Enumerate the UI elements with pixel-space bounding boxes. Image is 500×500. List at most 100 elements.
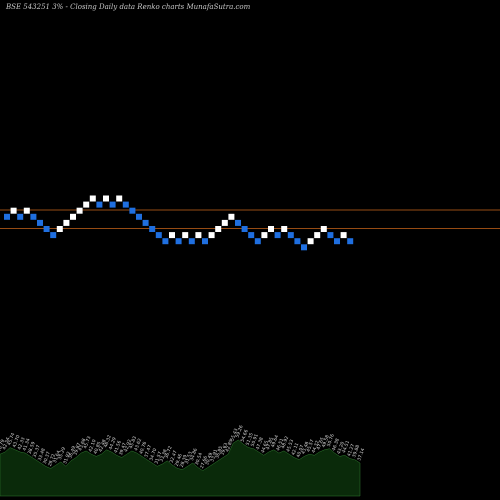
brick-34	[228, 213, 235, 220]
chart-title: BSE 543251 3% - Closing Daily data Renko…	[6, 3, 251, 11]
volume-label-71: 37.14	[356, 447, 366, 461]
brick-52	[347, 238, 354, 245]
volume-label-0: 40.79	[0, 439, 6, 453]
volume-label-4: 42.33	[17, 436, 27, 450]
brick-33	[221, 219, 228, 226]
renko-bricks	[4, 195, 354, 251]
brick-3	[23, 207, 30, 214]
volume-label-36: 28.39	[179, 454, 189, 468]
volume-label-70: 39.88	[351, 444, 361, 458]
volume-label-44: 39.63	[219, 442, 229, 456]
brick-43	[287, 232, 294, 239]
brick-19	[129, 207, 136, 214]
brick-24	[162, 238, 169, 245]
volume-label-41: 30.49	[204, 452, 214, 466]
brick-47	[314, 232, 321, 239]
volume-label-19: 40.85	[93, 441, 103, 455]
brick-27	[182, 232, 189, 239]
brick-13	[89, 195, 96, 202]
brick-16	[109, 201, 116, 208]
volume-label-7: 35.37	[32, 444, 42, 458]
brick-26	[175, 238, 182, 245]
brick-45	[301, 244, 307, 251]
volume-label-62: 44.32	[311, 440, 321, 454]
volume-label-32: 33.38	[159, 448, 169, 462]
brick-39	[261, 232, 268, 239]
volume-label-14: 36.49	[67, 445, 77, 459]
reference-lines	[0, 209, 500, 229]
volume-label-68: 44.51	[341, 440, 351, 454]
brick-25	[169, 232, 175, 239]
volume-label-2: 45.74	[6, 432, 16, 446]
volume-label-30: 34.70	[148, 447, 158, 461]
volume-label-35: 29.46	[174, 453, 184, 467]
volume-label-6: 38.59	[27, 441, 37, 455]
volume-label-55: 46.51	[275, 437, 285, 451]
volume-label-22: 44.29	[108, 436, 118, 450]
brick-18	[122, 201, 129, 208]
volume-label-61: 45.57	[306, 439, 316, 453]
brick-15	[103, 195, 109, 202]
volume-label-47: 59.26	[235, 424, 245, 438]
brick-22	[149, 226, 156, 232]
volume-label-45: 42.85	[224, 439, 234, 453]
volume-label-60: 43.48	[300, 441, 310, 455]
brick-6	[43, 226, 50, 232]
brick-29	[195, 232, 202, 239]
volume-label-5: 41.34	[22, 437, 32, 451]
brick-42	[281, 226, 288, 232]
brick-48	[320, 226, 327, 232]
volume-label-31: 31.57	[153, 451, 163, 465]
volume-label-16: 43.68	[77, 437, 87, 451]
volume-label-48: 54.66	[240, 429, 250, 443]
brick-11	[76, 207, 83, 214]
volume-label-37: 31.53	[184, 451, 194, 465]
volume-label-59: 40.07	[295, 444, 305, 458]
volume-label-34: 32.47	[169, 450, 179, 464]
volume-label-53: 47.85	[265, 436, 275, 450]
volume-label-46: 55.43	[229, 428, 239, 442]
volume-label-50: 50.91	[250, 433, 260, 447]
volume-label-23: 41.56	[113, 440, 123, 454]
volume-label-66: 46.38	[331, 437, 341, 451]
volume-area-shape	[0, 439, 361, 497]
volume-label-28: 40.76	[138, 441, 148, 455]
brick-7	[50, 232, 57, 239]
brick-36	[241, 226, 248, 232]
brick-38	[254, 238, 261, 245]
volume-label-33: 36.72	[164, 445, 174, 459]
brick-51	[340, 232, 347, 239]
brick-32	[215, 226, 222, 232]
volume-label-15: 39.87	[72, 442, 82, 456]
brick-1	[10, 207, 17, 214]
brick-46	[307, 238, 314, 245]
volume-label-57: 45.53	[285, 439, 295, 453]
brick-40	[268, 226, 274, 232]
volume-label-17: 45.73	[82, 435, 92, 449]
volume-label-13: 31.92	[62, 451, 72, 465]
volume-label-49: 51.35	[245, 432, 255, 446]
brick-30	[202, 238, 208, 245]
brick-8	[56, 226, 63, 232]
volume-label-18: 42.10	[88, 439, 98, 453]
volume-label-27: 43.62	[133, 437, 143, 451]
volume-label-9: 30.37	[42, 451, 52, 465]
volume-label-26: 45.83	[128, 435, 138, 449]
volume-label-29: 37.47	[143, 444, 153, 458]
volume-label-25: 42.92	[123, 439, 133, 453]
volume-label-67: 43.20	[336, 441, 346, 455]
volume-label-64: 49.58	[321, 434, 331, 448]
volume-label-65: 50.76	[326, 433, 336, 447]
volume-label-52: 44.65	[260, 440, 270, 454]
brick-20	[136, 213, 142, 220]
brick-5	[37, 219, 43, 226]
brick-35	[235, 219, 241, 226]
volume-label-10: 28.72	[47, 453, 57, 467]
volume-label-51: 47.38	[255, 436, 265, 450]
volume-label-11: 31.64	[52, 450, 62, 464]
brick-41	[274, 232, 281, 239]
brick-17	[116, 195, 123, 202]
volume-label-56: 48.92	[280, 435, 290, 449]
